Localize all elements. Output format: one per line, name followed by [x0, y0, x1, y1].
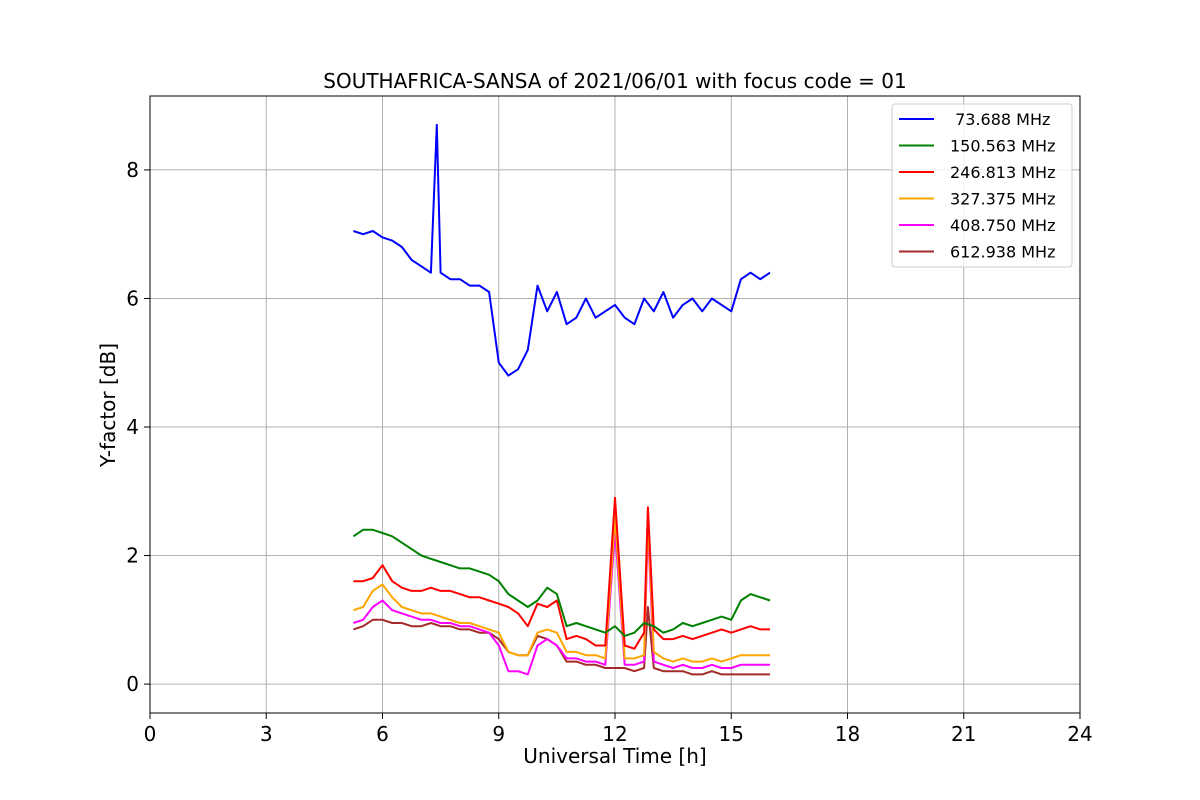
- x-tick-label: 3: [260, 722, 273, 746]
- chart-title: SOUTHAFRICA-SANSA of 2021/06/01 with foc…: [323, 69, 907, 93]
- y-tick-label: 2: [126, 544, 139, 568]
- legend-label-2: 246.813 MHz: [950, 163, 1055, 182]
- x-tick-label: 12: [602, 722, 627, 746]
- legend-label-1: 150.563 MHz: [950, 137, 1055, 156]
- x-tick-label: 9: [492, 722, 505, 746]
- legend: 73.688 MHz 150.563 MHz 246.813 MHz 327.375 …: [891, 103, 1073, 268]
- y-axis-label: Y-factor [dB]: [96, 343, 120, 468]
- y-tick-label: 4: [126, 415, 139, 439]
- series-line-5: [353, 606, 770, 676]
- x-tick-label: 24: [1067, 722, 1092, 746]
- series-line-0: [353, 123, 771, 377]
- series-line-4: [353, 525, 770, 676]
- x-axis-label: Universal Time [h]: [523, 744, 706, 768]
- y-tick-label: 8: [126, 158, 139, 182]
- legend-box: [891, 103, 1073, 268]
- legend-label-4: 408.750 MHz: [950, 216, 1055, 235]
- x-tick-label: 18: [835, 722, 860, 746]
- x-tick-label: 6: [376, 722, 389, 746]
- series-line-3: [353, 516, 770, 663]
- series-line-1: [352, 528, 771, 637]
- y-tick-label: 0: [126, 672, 139, 696]
- x-tick-label: 21: [951, 722, 976, 746]
- x-tick-label: 0: [144, 722, 157, 746]
- series-line-2: [353, 496, 770, 650]
- legend-label-5: 612.938 MHz: [950, 243, 1055, 262]
- legend-label-3: 327.375 MHz: [950, 190, 1055, 209]
- x-tick-label: 15: [719, 722, 744, 746]
- series-lines: [352, 123, 771, 676]
- legend-label-0: 73.688 MHz: [950, 110, 1050, 129]
- y-tick-label: 6: [126, 286, 139, 310]
